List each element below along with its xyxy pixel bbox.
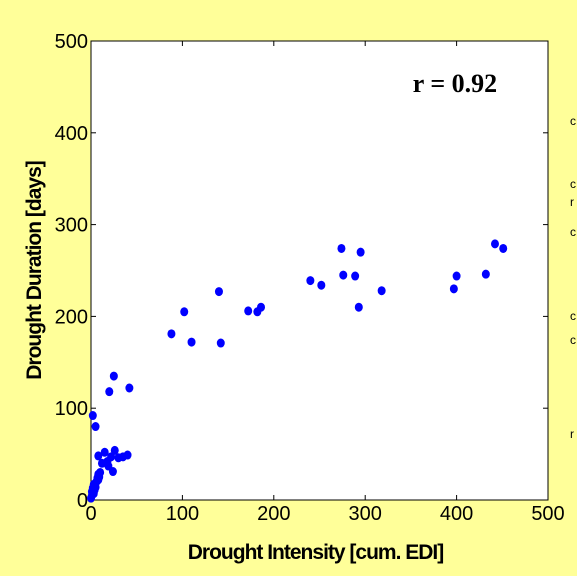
data-point xyxy=(167,329,176,339)
data-point xyxy=(105,387,114,397)
data-point xyxy=(180,307,189,317)
y-axis-title: Drought Duration [days] xyxy=(23,161,46,380)
x-tick-label: 400 xyxy=(440,503,473,525)
y-tick-label: 300 xyxy=(55,215,88,237)
y-axis-ticks: 0 100 200 300 400 500 xyxy=(55,31,548,512)
data-point xyxy=(244,306,253,316)
data-point xyxy=(452,271,461,281)
y-tick-label: 400 xyxy=(55,123,88,145)
clipped-edge-char: r xyxy=(570,427,574,441)
data-point xyxy=(107,452,116,462)
data-point xyxy=(339,270,348,280)
x-axis-ticks: 0 100 200 300 400 500 xyxy=(85,41,565,525)
data-point xyxy=(100,447,109,457)
x-axis-title: Drought Intensity [cum. EDI] xyxy=(188,541,444,564)
clipped-edge-char: r xyxy=(570,195,574,209)
data-point xyxy=(110,445,119,455)
data-point xyxy=(96,467,105,477)
data-points xyxy=(87,239,508,503)
data-point xyxy=(94,451,103,461)
clipped-edge-char: c xyxy=(570,114,576,128)
y-tick-label: 100 xyxy=(55,398,88,420)
clipped-edge-char: c xyxy=(570,225,576,239)
data-point xyxy=(354,302,363,312)
data-point xyxy=(337,243,346,253)
data-point xyxy=(481,269,490,279)
y-tick-label: 200 xyxy=(55,306,88,328)
data-point xyxy=(88,411,97,421)
data-point xyxy=(351,271,360,281)
data-point xyxy=(257,302,266,312)
x-tick-label: 100 xyxy=(166,503,199,525)
correlation-annotation: r = 0.92 xyxy=(413,69,497,98)
data-point xyxy=(377,286,386,296)
clipped-edge-char: c xyxy=(570,177,576,191)
data-point xyxy=(125,383,134,393)
clipped-edge-char: c xyxy=(570,309,576,323)
x-tick-label: 0 xyxy=(85,503,96,525)
data-point xyxy=(187,337,196,347)
data-point xyxy=(108,467,117,477)
x-tick-label: 300 xyxy=(349,503,382,525)
data-point xyxy=(214,287,223,297)
data-point xyxy=(91,422,100,432)
data-point xyxy=(109,371,118,381)
plot-area xyxy=(90,40,549,501)
data-point xyxy=(490,239,499,249)
data-point xyxy=(216,338,225,348)
x-tick-label: 500 xyxy=(531,503,564,525)
data-point xyxy=(356,247,365,257)
x-tick-label: 200 xyxy=(257,503,290,525)
data-point xyxy=(449,284,458,294)
data-point xyxy=(317,280,326,290)
data-point xyxy=(123,450,132,460)
y-tick-label: 0 xyxy=(77,490,88,512)
data-point xyxy=(499,243,508,253)
clipped-edge-char: c xyxy=(570,333,576,347)
y-tick-label: 500 xyxy=(55,31,88,53)
data-point xyxy=(306,276,315,286)
